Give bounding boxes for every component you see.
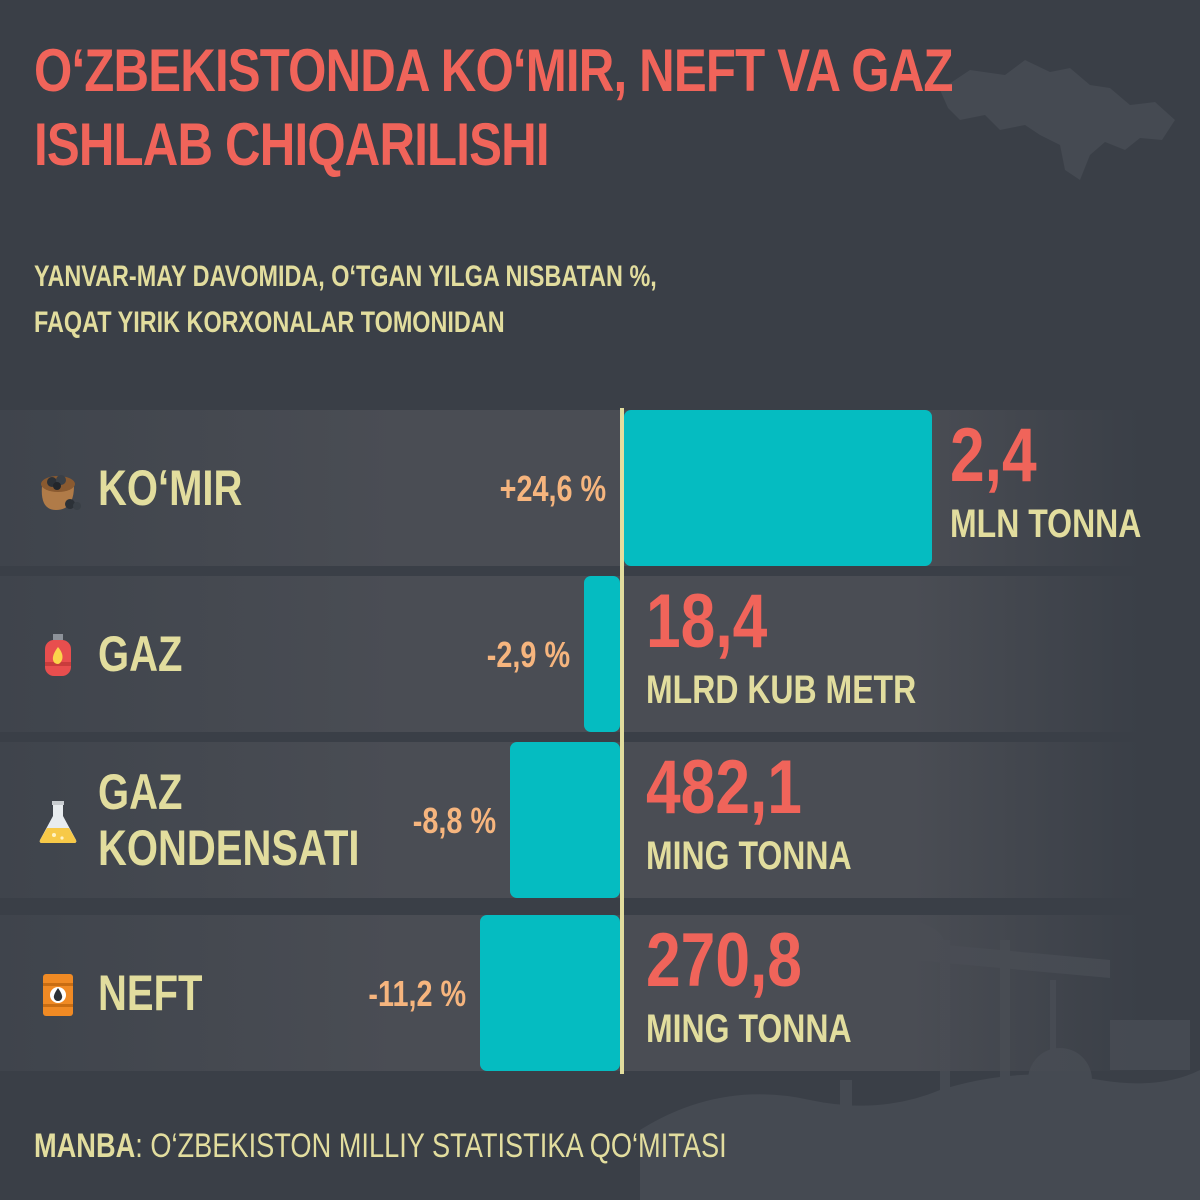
volume-value: 18,4 — [646, 579, 768, 664]
flask-icon — [34, 798, 82, 846]
volume-value: 2,4 — [949, 413, 1037, 498]
uzbekistan-map-silhouette — [940, 60, 1175, 180]
percent-label: -8,8 % — [412, 800, 496, 841]
percent-label: -2,9 % — [486, 634, 570, 675]
data-bar — [583, 576, 620, 732]
percent-label: +24,6 % — [499, 468, 606, 509]
source-label: MANBA — [34, 1127, 136, 1165]
page-title: O‘ZBEKISTONDA KO‘MIR, NEFT VA GAZ ISHLAB… — [34, 37, 954, 178]
row-background — [0, 576, 1140, 732]
data-bar — [510, 742, 620, 898]
row-background — [0, 410, 1140, 566]
category-label: NEFT — [98, 965, 203, 1021]
page-subtitle: YANVAR-MAY DAVOMIDA, O‘TGAN YILGA NISBAT… — [34, 254, 736, 346]
subtitle-line-2: FAQAT YIRIK KORXONALAR TOMONIDAN — [34, 306, 505, 339]
category-label: GAZ — [98, 626, 183, 682]
volume-unit: MING TONNA — [646, 834, 852, 878]
volume-value: 482,1 — [646, 745, 802, 830]
oil-barrel-icon — [34, 971, 82, 1019]
coal-sack-icon — [34, 466, 82, 514]
volume-unit: MLRD KUB METR — [646, 668, 917, 712]
data-bar — [624, 410, 932, 566]
volume-unit: MING TONNA — [646, 1007, 852, 1051]
category-label: KO‘MIR — [98, 460, 243, 516]
data-bar — [480, 915, 620, 1071]
volume-unit: MLN TONNA — [949, 502, 1141, 546]
zero-axis-line — [620, 408, 624, 1074]
source-note: MANBA: O‘ZBEKISTON MILLIY STATISTIKA QO‘… — [34, 1124, 727, 1168]
gas-cylinder-icon — [34, 632, 82, 680]
category-label: GAZ KONDENSATI — [98, 764, 360, 876]
source-text: : O‘ZBEKISTON MILLIY STATISTIKA QO‘MITAS… — [135, 1127, 727, 1165]
percent-label: -11,2 % — [368, 973, 466, 1014]
volume-value: 270,8 — [646, 918, 802, 1003]
subtitle-line-1: YANVAR-MAY DAVOMIDA, O‘TGAN YILGA NISBAT… — [34, 260, 657, 293]
